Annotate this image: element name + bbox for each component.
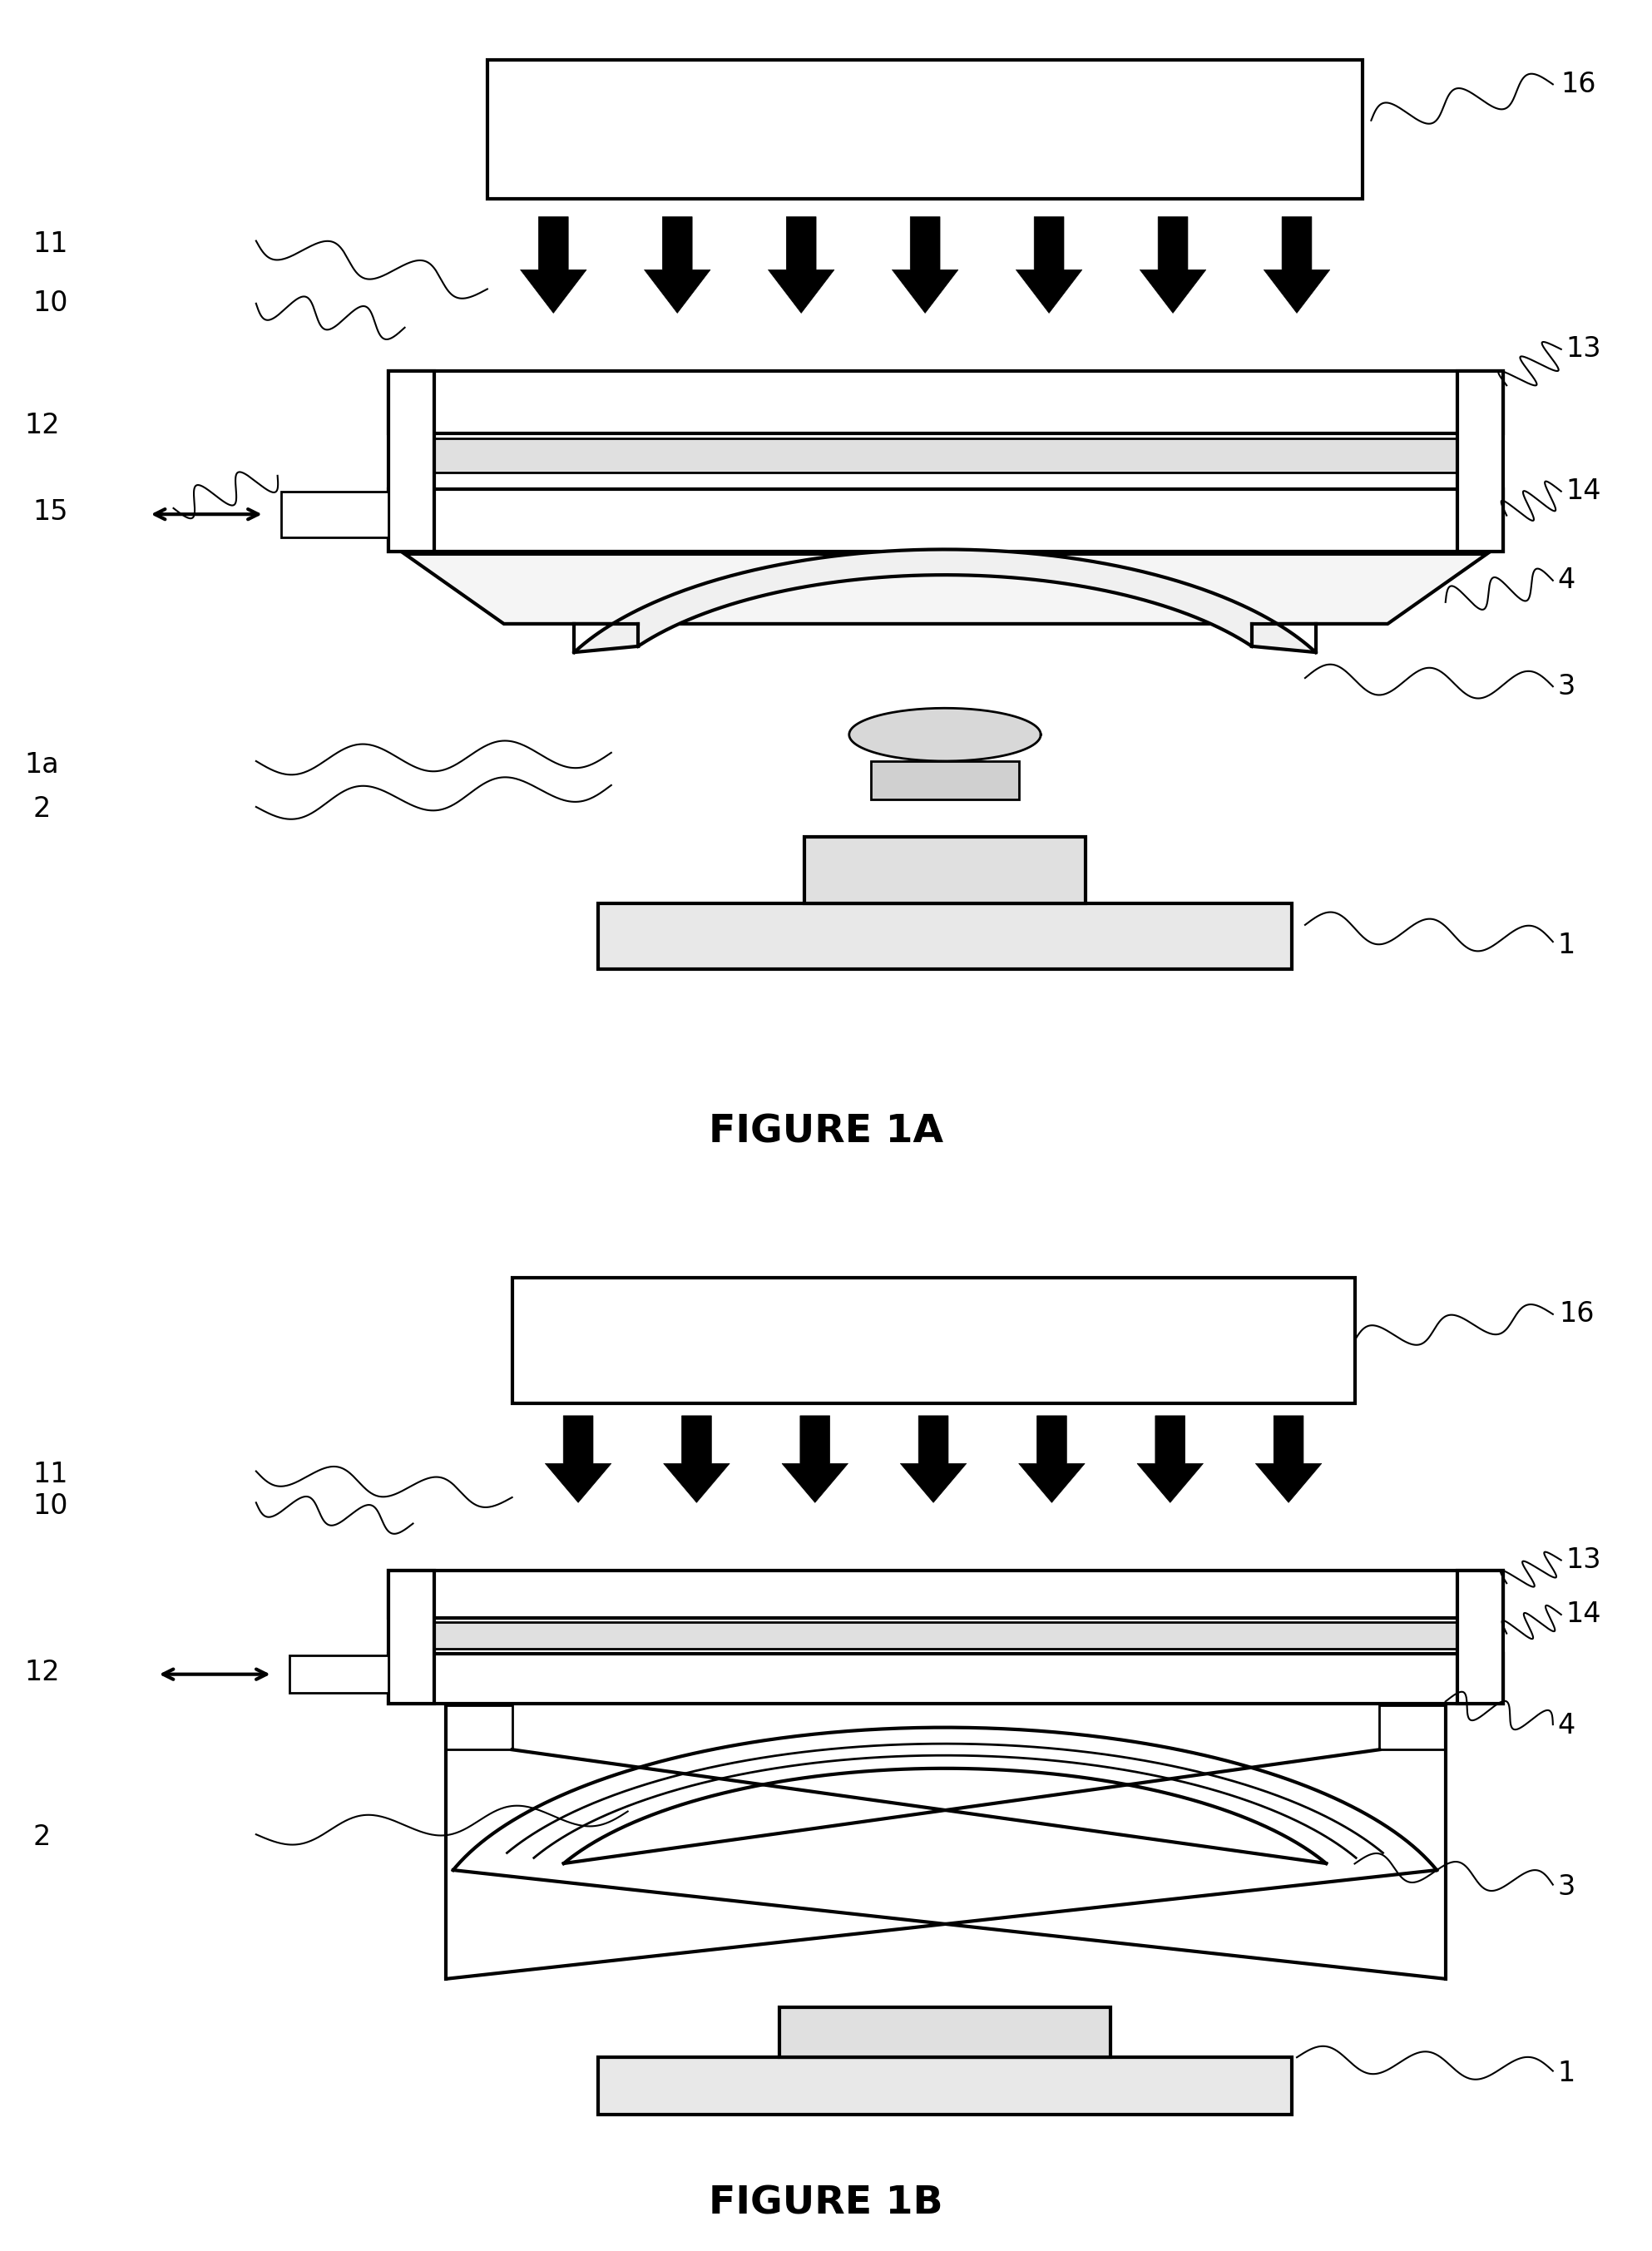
Text: 2: 2 [33, 795, 51, 824]
Bar [871, 761, 1019, 799]
Bar [388, 488, 1503, 551]
Text: 4: 4 [1558, 1711, 1576, 1740]
Text: 1a: 1a [25, 752, 59, 779]
Polygon shape [1019, 1416, 1085, 1504]
Bar [598, 903, 1292, 970]
Text: 10: 10 [33, 1492, 68, 1519]
Polygon shape [1256, 1416, 1322, 1504]
Bar [1457, 1571, 1503, 1704]
Text: 11: 11 [33, 1461, 68, 1488]
Bar [388, 371, 1503, 434]
Bar [413, 439, 1479, 473]
Text: FIGURE 1A: FIGURE 1A [709, 1114, 943, 1150]
Polygon shape [849, 709, 1041, 761]
Bar [281, 491, 388, 538]
Bar [289, 1654, 388, 1693]
Bar [413, 1623, 1479, 1650]
Polygon shape [900, 1416, 966, 1504]
Bar [487, 61, 1363, 198]
Text: 12: 12 [25, 412, 59, 439]
Bar [388, 1571, 434, 1704]
Polygon shape [781, 1416, 847, 1504]
Bar [388, 1571, 1503, 1618]
Bar [446, 1706, 512, 1749]
Polygon shape [575, 549, 1315, 653]
Text: 4: 4 [1558, 567, 1576, 594]
Text: 12: 12 [25, 1659, 59, 1686]
Bar [780, 2008, 1110, 2057]
Bar [1457, 371, 1503, 551]
Bar [598, 2057, 1292, 2116]
Polygon shape [768, 216, 834, 313]
Polygon shape [644, 216, 710, 313]
Text: 3: 3 [1558, 673, 1576, 700]
Text: 15: 15 [33, 497, 68, 524]
Text: 2: 2 [33, 1823, 51, 1850]
Polygon shape [1016, 216, 1082, 313]
Polygon shape [1140, 216, 1206, 313]
Text: 1: 1 [1558, 2060, 1576, 2087]
Text: 1: 1 [1558, 932, 1576, 959]
Text: 16: 16 [1559, 1301, 1594, 1328]
Text: 10: 10 [33, 290, 68, 317]
Polygon shape [520, 216, 586, 313]
Polygon shape [1264, 216, 1330, 313]
Bar [388, 371, 434, 551]
Text: 14: 14 [1566, 1600, 1601, 1627]
Bar [1379, 1706, 1446, 1749]
Polygon shape [1137, 1416, 1203, 1504]
Polygon shape [664, 1416, 730, 1504]
Text: FIGURE 1B: FIGURE 1B [709, 2186, 943, 2222]
Bar [805, 837, 1085, 903]
Polygon shape [405, 554, 1487, 624]
Text: 13: 13 [1566, 1546, 1601, 1573]
Polygon shape [892, 216, 958, 313]
Text: 3: 3 [1558, 1873, 1576, 1900]
Text: 14: 14 [1566, 477, 1601, 504]
Text: 13: 13 [1566, 335, 1601, 362]
Polygon shape [545, 1416, 611, 1504]
Bar [512, 1279, 1355, 1402]
Bar [388, 1652, 1503, 1704]
Text: 16: 16 [1561, 70, 1596, 99]
Text: 11: 11 [33, 232, 68, 259]
